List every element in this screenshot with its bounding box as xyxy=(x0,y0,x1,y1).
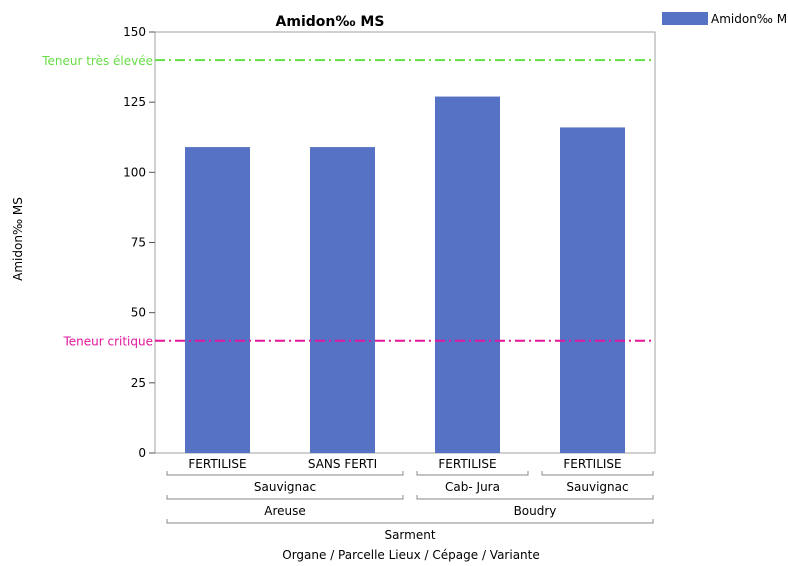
x-group-label: Sauvignac xyxy=(254,480,316,494)
x-axis-title: Organe / Parcelle Lieux / Cépage / Varia… xyxy=(282,548,540,562)
y-tick-label: 100 xyxy=(123,165,146,179)
x-group-bracket xyxy=(541,471,654,476)
x-group-bracket xyxy=(416,495,654,500)
reference-line-label: Teneur critique xyxy=(62,335,153,349)
x-group-label: Sarment xyxy=(384,528,435,542)
plot-layer: 0 25 50 75 100 125 150 Teneur très élevée Teneur… xyxy=(41,25,656,542)
x-group-label: Cab- Jura xyxy=(445,480,500,494)
y-tick-label: 75 xyxy=(131,236,146,250)
legend-label: Amidon‰ MS xyxy=(711,12,788,26)
legend: Amidon‰ MS xyxy=(662,12,788,26)
bar xyxy=(310,147,375,453)
x-group-bracket xyxy=(416,471,529,476)
x-group-label: Sauvignac xyxy=(566,480,628,494)
x-category-label: SANS FERTI xyxy=(308,457,377,471)
x-group-label: Areuse xyxy=(264,504,306,518)
reference-line-label: Teneur très élevée xyxy=(41,54,153,68)
x-group-bracket xyxy=(166,519,654,524)
x-category-label: FERTILISE xyxy=(188,457,246,471)
chart-title: Amidon‰ MS xyxy=(276,14,385,30)
bar xyxy=(435,96,500,453)
y-axis-title: Amidon‰ MS xyxy=(11,197,25,281)
y-tick-label: 50 xyxy=(131,306,146,320)
y-tick-label: 125 xyxy=(123,95,146,109)
bar xyxy=(560,127,625,453)
bar xyxy=(185,147,250,453)
x-group-bracket xyxy=(166,471,404,476)
y-tick-label: 25 xyxy=(131,376,146,390)
y-tick-label: 0 xyxy=(138,446,146,460)
x-group-label: Boudry xyxy=(514,504,557,518)
x-group-bracket xyxy=(166,495,404,500)
y-tick-label: 150 xyxy=(123,25,146,39)
x-category-label: FERTILISE xyxy=(438,457,496,471)
x-category-label: FERTILISE xyxy=(563,457,621,471)
legend-swatch xyxy=(662,12,708,25)
